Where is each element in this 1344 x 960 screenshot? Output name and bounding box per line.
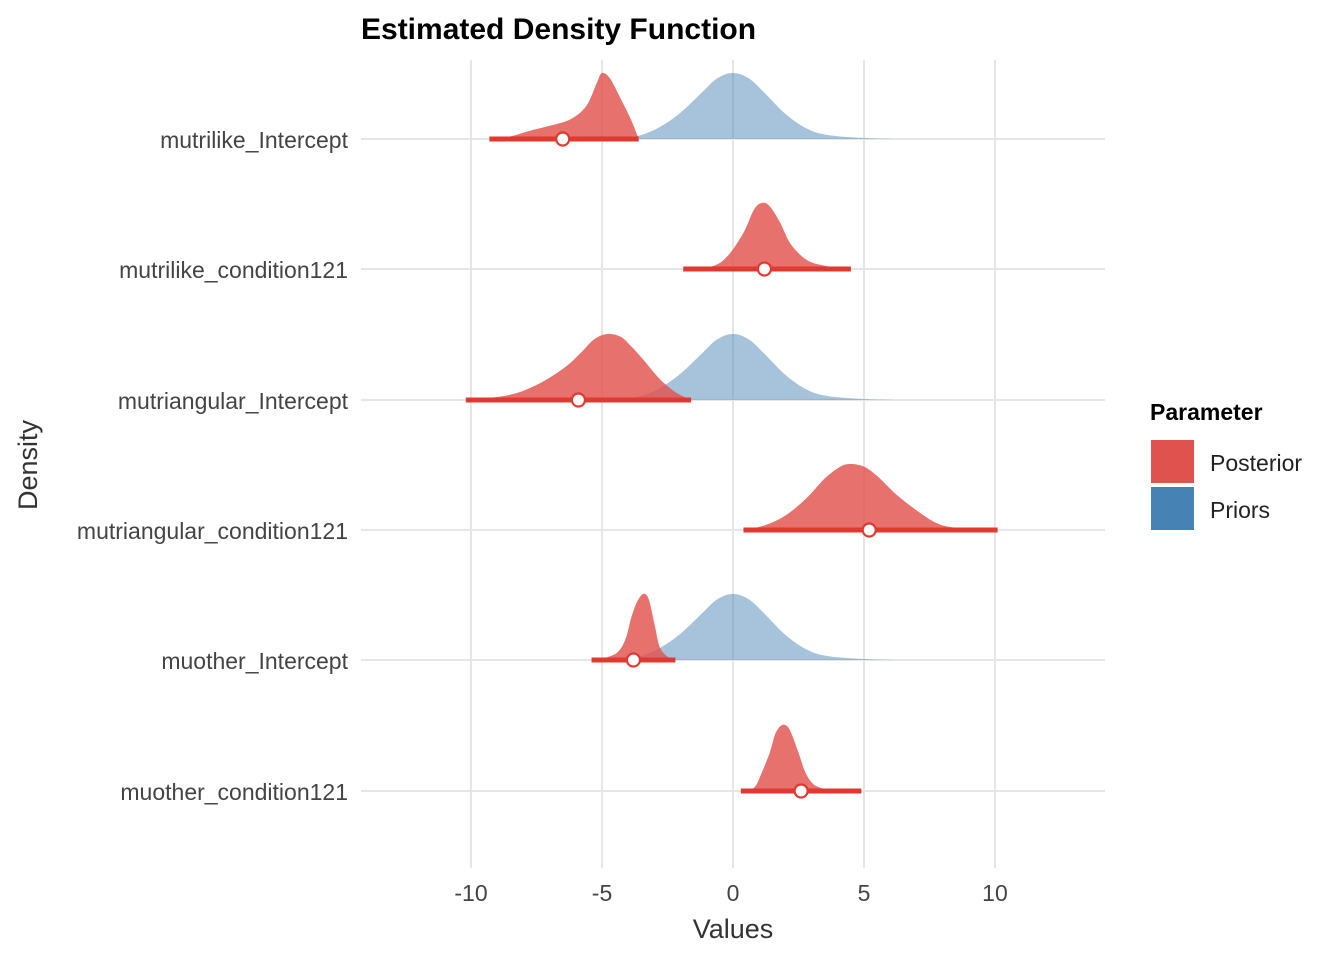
legend-swatch-priors: [1151, 487, 1194, 530]
prior-density: [615, 73, 896, 139]
posterior-density: [591, 593, 676, 660]
x-tick-label: 10: [982, 880, 1008, 906]
x-tick-label: 0: [727, 880, 740, 906]
prior-density: [615, 334, 896, 400]
y-tick-label: mutrilike_Intercept: [160, 127, 349, 153]
chart-title: Estimated Density Function: [361, 13, 756, 46]
y-tick-label: muother_Intercept: [161, 648, 348, 674]
y-axis-label: Density: [13, 419, 43, 510]
point-estimate: [555, 131, 571, 147]
posterior-density: [465, 333, 692, 400]
grid-lines: [361, 60, 1105, 868]
posterior-density: [489, 72, 639, 139]
x-tick-label: 5: [858, 880, 871, 906]
posterior-density: [743, 464, 998, 530]
legend-label: Priors: [1210, 497, 1270, 523]
posterior-density: [683, 202, 851, 269]
legend-title: Parameter: [1150, 399, 1263, 425]
y-tick-label: muother_condition121: [120, 779, 348, 805]
ridge-muother_condition121: [740, 724, 862, 799]
x-tick-label: -10: [454, 880, 487, 906]
legend-label: Posterior: [1210, 450, 1302, 476]
y-tick-label: mutriangular_Intercept: [118, 388, 349, 414]
ridge-mutriangular_condition121: [743, 464, 998, 538]
point-estimate: [793, 783, 809, 799]
point-estimate: [861, 522, 877, 538]
ridge-mutrilike_Intercept: [489, 72, 896, 147]
point-estimate: [756, 261, 773, 277]
y-tick-labels: mutrilike_Intercept mutrilike_condition12…: [77, 127, 349, 805]
prior-density: [615, 594, 896, 660]
x-tick-label: -5: [592, 880, 612, 906]
posterior-density: [740, 724, 862, 791]
point-estimate: [625, 652, 642, 668]
x-tick-labels: -10 -5 0 5 10: [454, 880, 1007, 906]
x-axis-label: Values: [693, 914, 774, 944]
legend-swatch-posterior: [1151, 440, 1194, 483]
ridge-muother_Intercept: [591, 593, 896, 668]
ridge-mutrilike_condition121: [683, 202, 851, 277]
y-tick-label: mutrilike_condition121: [119, 257, 348, 283]
density-ridges: [465, 72, 998, 799]
point-estimate: [570, 392, 587, 408]
y-tick-label: mutriangular_condition121: [77, 518, 348, 544]
legend: Parameter Posterior Priors: [1150, 399, 1302, 530]
ridge-mutriangular_Intercept: [465, 333, 896, 408]
